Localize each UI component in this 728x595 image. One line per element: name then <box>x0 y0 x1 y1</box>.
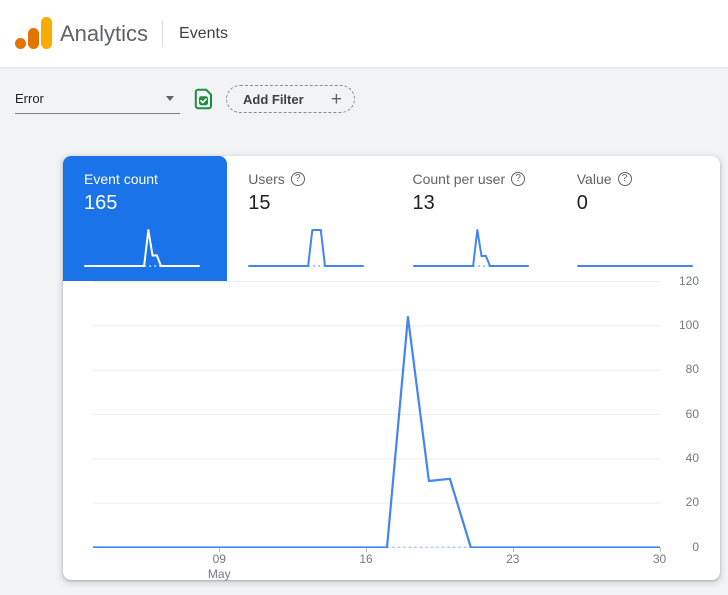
dimension-select-value: Error <box>15 91 44 106</box>
x-tick-mark <box>659 548 661 552</box>
brand-name: Analytics <box>60 20 149 46</box>
dimension-select[interactable]: Error <box>15 84 180 114</box>
help-icon[interactable]: ? <box>290 172 305 186</box>
y-tick-label: 40 <box>685 450 699 465</box>
help-icon[interactable]: ? <box>511 172 526 186</box>
line-chart-plot-area <box>92 281 661 549</box>
tab-count-per-user[interactable]: Count per user ? 13 <box>392 156 556 281</box>
metric-label: Event count <box>84 171 158 187</box>
x-tick-mark <box>219 548 221 552</box>
events-overview-card: Event count 165 Users ? 15 Count per use… <box>63 156 720 581</box>
metric-value: 15 <box>248 192 271 214</box>
x-tick-mark <box>366 548 368 552</box>
x-tick-label: 23 <box>506 552 520 566</box>
metric-value: 0 <box>576 192 588 214</box>
y-tick-label: 60 <box>685 406 699 421</box>
data-quality-icon[interactable] <box>192 87 216 111</box>
page-title: Events <box>179 24 228 42</box>
y-tick-label: 20 <box>685 495 699 510</box>
x-tick-label: 30 <box>652 552 667 566</box>
count-per-user-sparkline <box>412 229 529 267</box>
help-icon[interactable]: ? <box>617 172 632 186</box>
tab-event-count[interactable]: Event count 165 <box>63 156 228 281</box>
tab-value[interactable]: Value ? 0 <box>556 156 720 281</box>
users-sparkline <box>248 229 365 267</box>
value-sparkline <box>576 265 693 267</box>
metric-label: Count per user <box>412 171 506 187</box>
google-analytics-logo-icon[interactable] <box>14 16 52 52</box>
plus-icon: + <box>330 88 342 110</box>
header-divider <box>162 20 164 47</box>
logo-bar-medium <box>28 27 39 49</box>
metric-value: 13 <box>412 192 435 214</box>
tab-users[interactable]: Users ? 15 <box>227 156 391 281</box>
x-tick-label: 16 <box>359 552 373 566</box>
metric-label: Users <box>248 171 285 187</box>
add-filter-label: Add Filter <box>243 91 304 107</box>
metric-label: Value <box>576 171 612 187</box>
y-tick-label: 100 <box>678 317 699 332</box>
x-tick-mark <box>512 548 514 552</box>
y-tick-label: 120 <box>678 273 699 288</box>
event-count-sparkline <box>84 229 200 267</box>
y-tick-label: 0 <box>692 539 699 554</box>
logo-dot <box>15 37 26 49</box>
app-header: Analytics Events <box>0 0 728 68</box>
chevron-down-icon <box>166 96 174 101</box>
metric-value: 165 <box>84 192 118 214</box>
add-filter-button[interactable]: Add Filter + <box>226 85 355 113</box>
y-tick-label: 80 <box>685 362 699 377</box>
logo-bar-tall <box>41 16 52 49</box>
x-tick-label: 09 May <box>207 552 231 581</box>
metric-tabs: Event count 165 Users ? 15 Count per use… <box>63 156 720 281</box>
